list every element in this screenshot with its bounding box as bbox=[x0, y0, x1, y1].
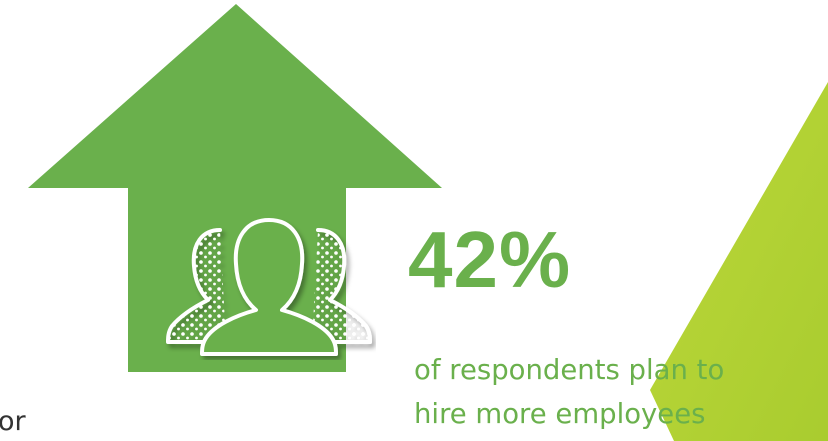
people-group-icon bbox=[166, 218, 372, 356]
cut-off-text-fragment: or bbox=[0, 406, 26, 437]
stat-percentage: 42% bbox=[408, 215, 572, 304]
stat-caption: of respondents plan to hire more employe… bbox=[414, 348, 828, 436]
stat-caption-line-1: of respondents plan to bbox=[414, 354, 725, 386]
stat-caption-line-2: hire more employees bbox=[414, 398, 706, 430]
